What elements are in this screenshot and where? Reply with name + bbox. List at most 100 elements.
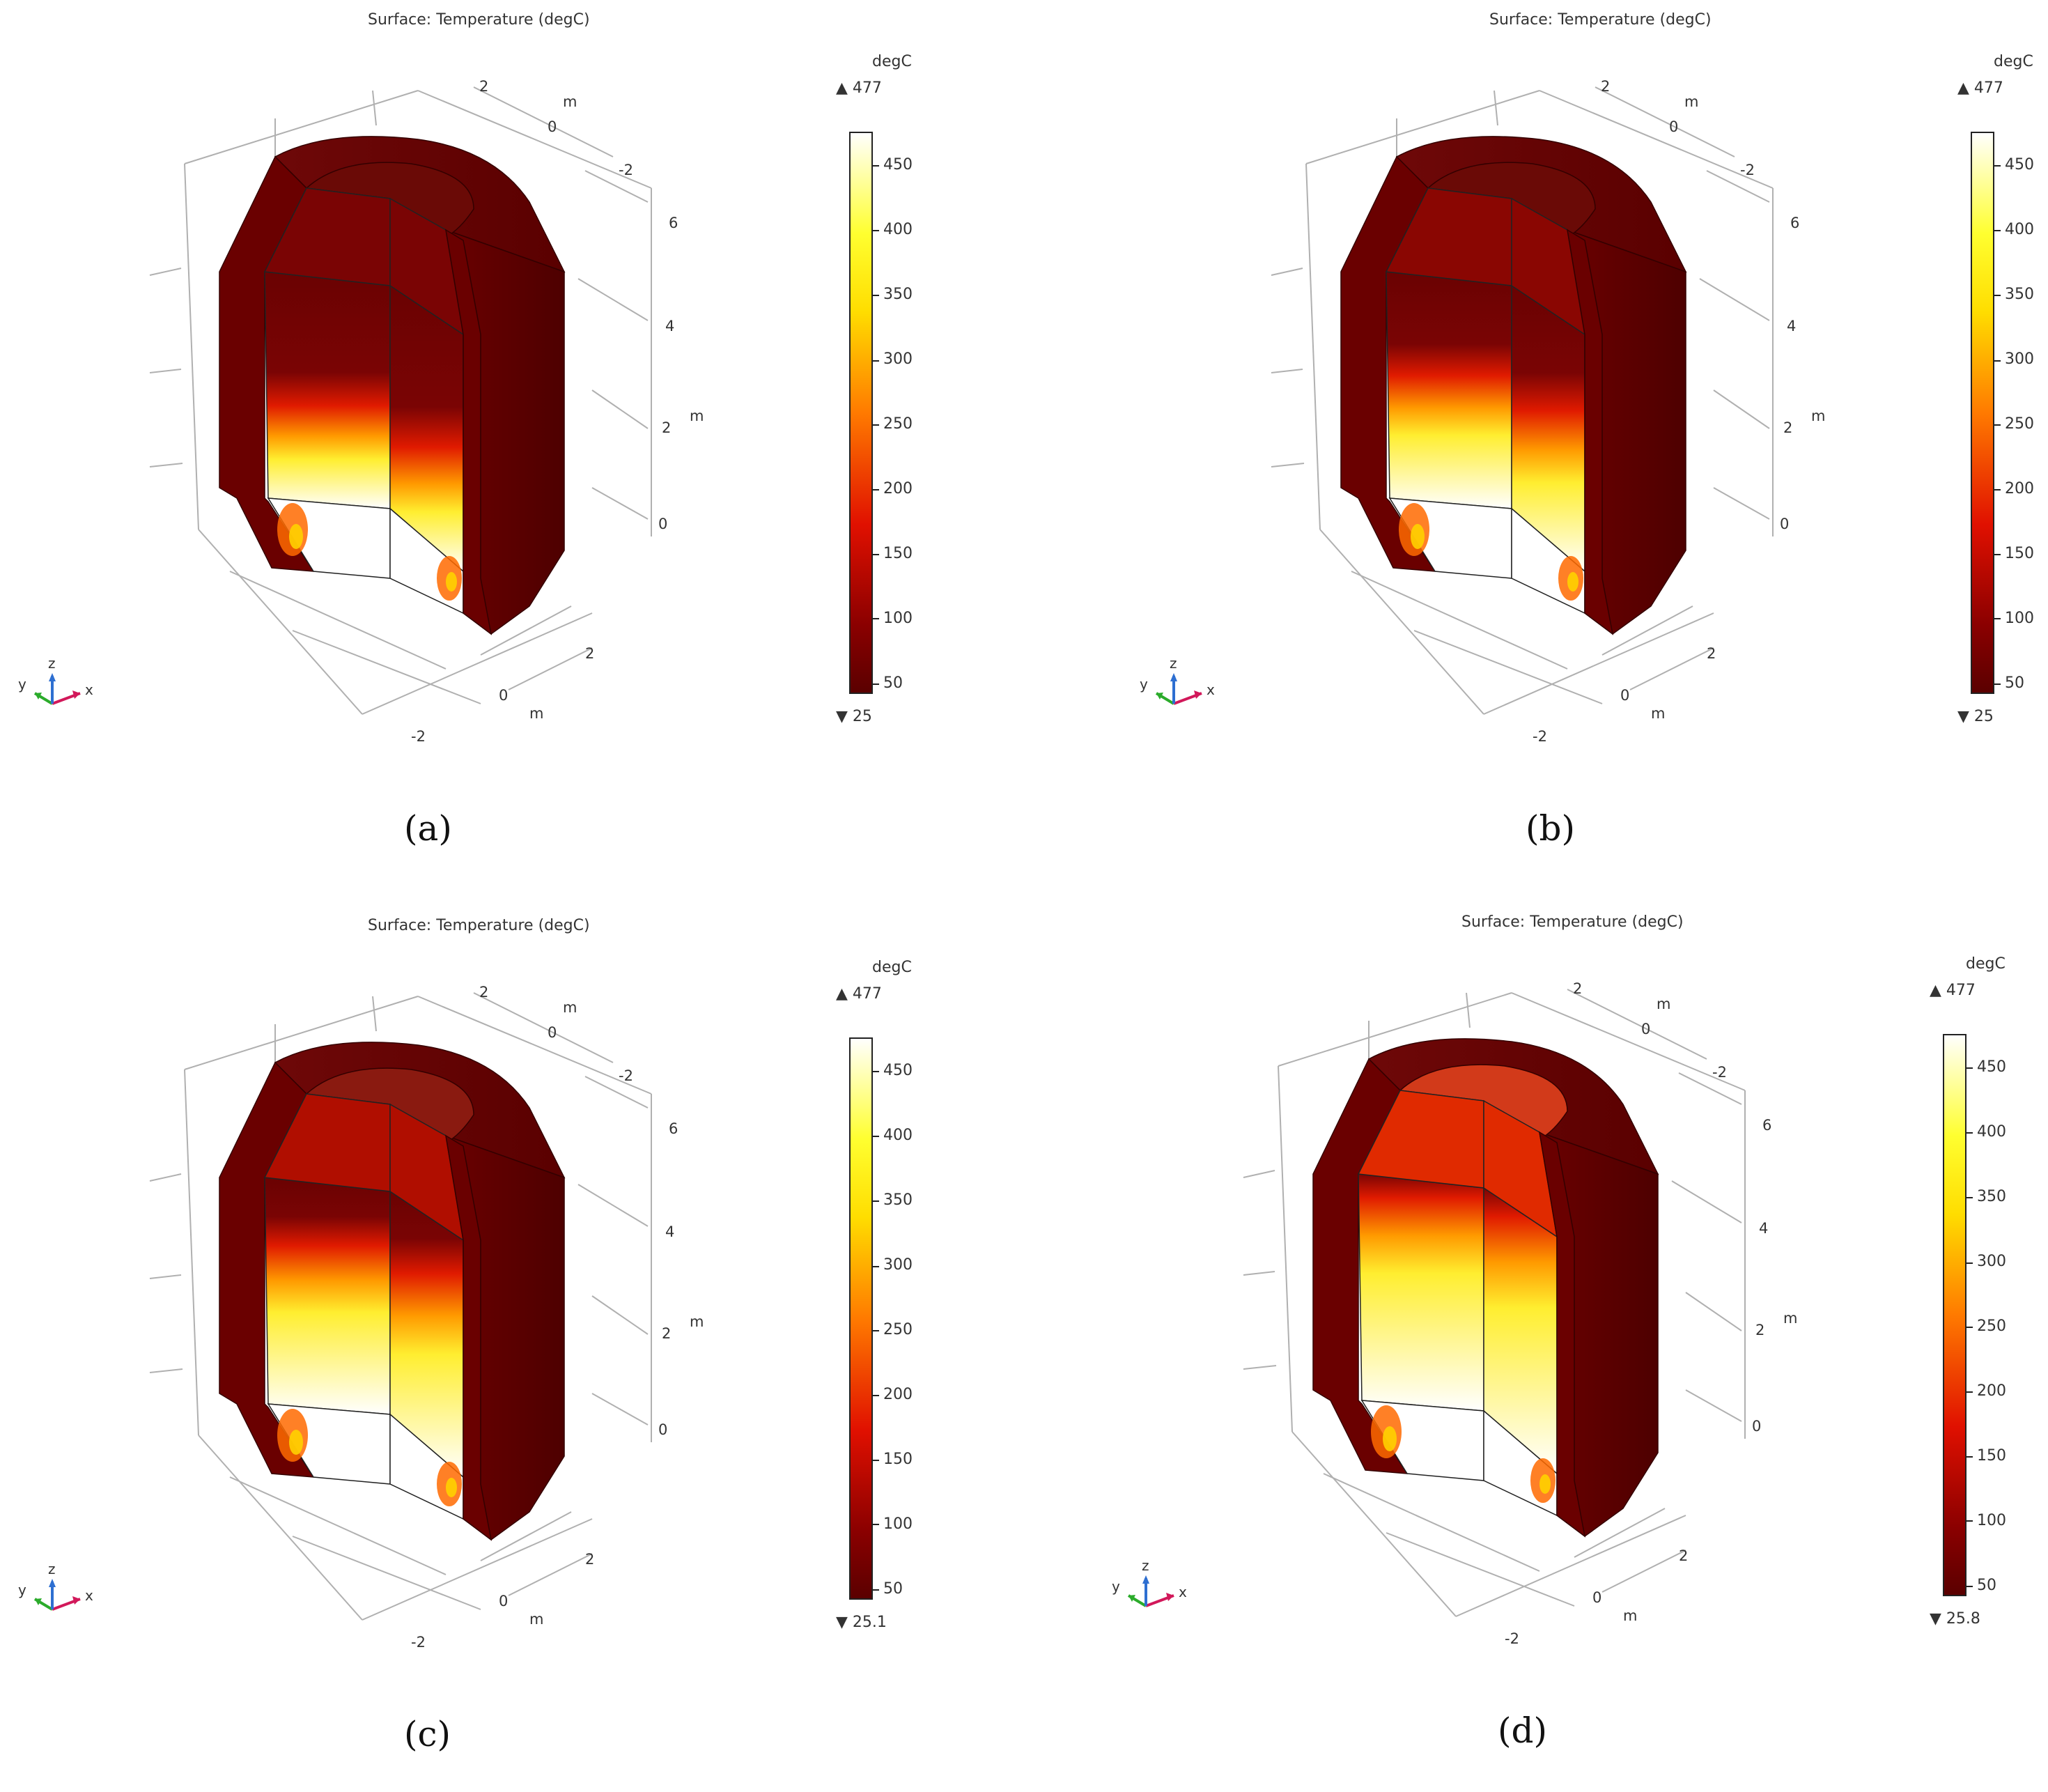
x-tick: 2 — [585, 645, 595, 662]
colorbar-tick-label: 300 — [883, 1256, 913, 1274]
colorbar — [849, 132, 873, 694]
colorbar-ticks — [1994, 165, 2001, 685]
colorbar-unit: degC — [872, 53, 912, 70]
colorbar-tick-label: 150 — [1977, 1447, 2006, 1465]
y-tick: 2 — [479, 984, 489, 1001]
x-tick: -2 — [1505, 1630, 1519, 1647]
y-axis-unit: m — [563, 93, 577, 110]
x-tick: -2 — [411, 1634, 426, 1651]
y-tick: 2 — [1601, 78, 1611, 95]
colorbar-tick-label: 150 — [883, 1451, 913, 1468]
colorbar-max-label: ▲ 477 — [836, 79, 882, 97]
colorbar-tick-label: 350 — [1977, 1188, 2006, 1205]
colorbar-tick-label: 200 — [883, 1386, 913, 1403]
panel-caption: (d) — [1498, 1710, 1548, 1751]
triad-z-label: z — [1170, 655, 1177, 672]
colorbar-tick-label: 450 — [883, 156, 913, 173]
triad-y-label: y — [18, 1582, 26, 1598]
colorbar-tick-label: 400 — [2005, 221, 2034, 238]
x-axis-unit: m — [1651, 705, 1666, 722]
colorbar-tick-label: 450 — [883, 1062, 913, 1079]
colorbar-unit: degC — [872, 959, 912, 976]
z-tick: 6 — [669, 1120, 678, 1137]
z-tick: 0 — [1780, 516, 1790, 532]
colorbar-tick-label: 450 — [2005, 156, 2034, 173]
temperature-plot — [33, 992, 879, 1621]
axis-grid — [1271, 86, 1774, 715]
colorbar-ticks — [1966, 1067, 1973, 1587]
colorbar-tick-label: 350 — [883, 1191, 913, 1209]
triad-x-label: x — [85, 1587, 93, 1604]
z-axis-unit: m — [1783, 1310, 1798, 1327]
panel-d: Surface: Temperature (degC) degC ▲ 477 ▼… — [1094, 902, 2048, 1789]
colorbar-tick-label: 250 — [883, 1321, 913, 1338]
z-tick: 4 — [665, 318, 675, 334]
colorbar-tick-label: 400 — [883, 221, 913, 238]
colorbar-tick-label: 100 — [883, 1515, 913, 1533]
x-tick: 0 — [499, 1593, 509, 1609]
z-axis-unit: m — [690, 408, 704, 424]
panel-caption: (a) — [404, 808, 452, 849]
x-axis-unit: m — [529, 1611, 544, 1628]
panel-c: Surface: Temperature (degC) degC ▲ 477 ▼… — [0, 906, 1024, 1792]
triad-y-label: y — [1112, 1578, 1120, 1595]
triad-x-label: x — [1207, 681, 1215, 698]
temperature-plot — [1127, 989, 1973, 1617]
x-tick: -2 — [411, 728, 426, 745]
colorbar-tick-label: 300 — [1977, 1253, 2006, 1270]
colorbar-tick-label: 200 — [883, 480, 913, 497]
axis-triad — [33, 1579, 81, 1611]
y-tick: 0 — [1669, 118, 1679, 135]
panel-caption: (c) — [404, 1714, 451, 1754]
y-tick: -2 — [619, 162, 633, 178]
z-tick: 0 — [1752, 1418, 1762, 1435]
furnace-body — [1312, 1038, 1659, 1538]
x-tick: -2 — [1533, 728, 1547, 745]
panel-caption: (b) — [1526, 808, 1576, 849]
colorbar-tick-label: 350 — [883, 286, 913, 303]
colorbar-tick-label: 250 — [883, 415, 913, 433]
z-tick: 2 — [1783, 419, 1793, 436]
colorbar-ticks — [872, 1071, 879, 1591]
x-tick: 2 — [1679, 1547, 1689, 1564]
colorbar-tick-label: 200 — [2005, 480, 2034, 497]
axis-triad — [1127, 1575, 1174, 1607]
axis-triad — [33, 673, 81, 705]
plot-title: Surface: Temperature (degC) — [1461, 913, 1684, 931]
panel-b: Surface: Temperature (degC) degC ▲ 477 ▼… — [1122, 0, 2048, 886]
z-axis-unit: m — [1811, 408, 1826, 424]
z-tick: 0 — [658, 1421, 668, 1438]
colorbar-tick-label: 300 — [2005, 350, 2034, 368]
triad-x-label: x — [1179, 1584, 1187, 1600]
colorbar-min-label: ▼ 25 — [1957, 708, 1994, 725]
colorbar-max-label: ▲ 477 — [1957, 79, 2003, 97]
y-tick: 0 — [548, 1024, 557, 1041]
z-tick: 6 — [1762, 1117, 1772, 1134]
axis-grid — [149, 992, 652, 1621]
plot-title: Surface: Temperature (degC) — [1489, 11, 1712, 29]
colorbar-tick-label: 200 — [1977, 1382, 2006, 1400]
triad-x-label: x — [85, 681, 93, 698]
furnace-body — [219, 136, 566, 635]
colorbar-tick-label: 50 — [883, 1580, 903, 1598]
y-tick: 2 — [479, 78, 489, 95]
z-tick: 0 — [658, 516, 668, 532]
panel-a: Surface: Temperature (degC) degC ▲ 477 ▼… — [0, 0, 1024, 886]
z-tick: 4 — [665, 1223, 675, 1240]
triad-z-label: z — [1142, 1557, 1149, 1574]
z-tick: 4 — [1787, 318, 1797, 334]
z-axis-unit: m — [690, 1313, 704, 1330]
colorbar-max-label: ▲ 477 — [836, 985, 882, 1003]
colorbar-ticks — [872, 165, 879, 685]
colorbar-tick-label: 100 — [883, 610, 913, 627]
y-tick: -2 — [1740, 162, 1755, 178]
colorbar — [1943, 1034, 1966, 1596]
x-tick: 2 — [585, 1551, 595, 1568]
x-tick: 0 — [1620, 687, 1630, 704]
temperature-plot — [33, 86, 879, 715]
axis-grid — [149, 86, 652, 715]
y-tick: -2 — [619, 1067, 633, 1084]
y-axis-unit: m — [1657, 996, 1671, 1012]
colorbar-tick-label: 250 — [2005, 415, 2034, 433]
axis-grid — [1243, 989, 1746, 1617]
